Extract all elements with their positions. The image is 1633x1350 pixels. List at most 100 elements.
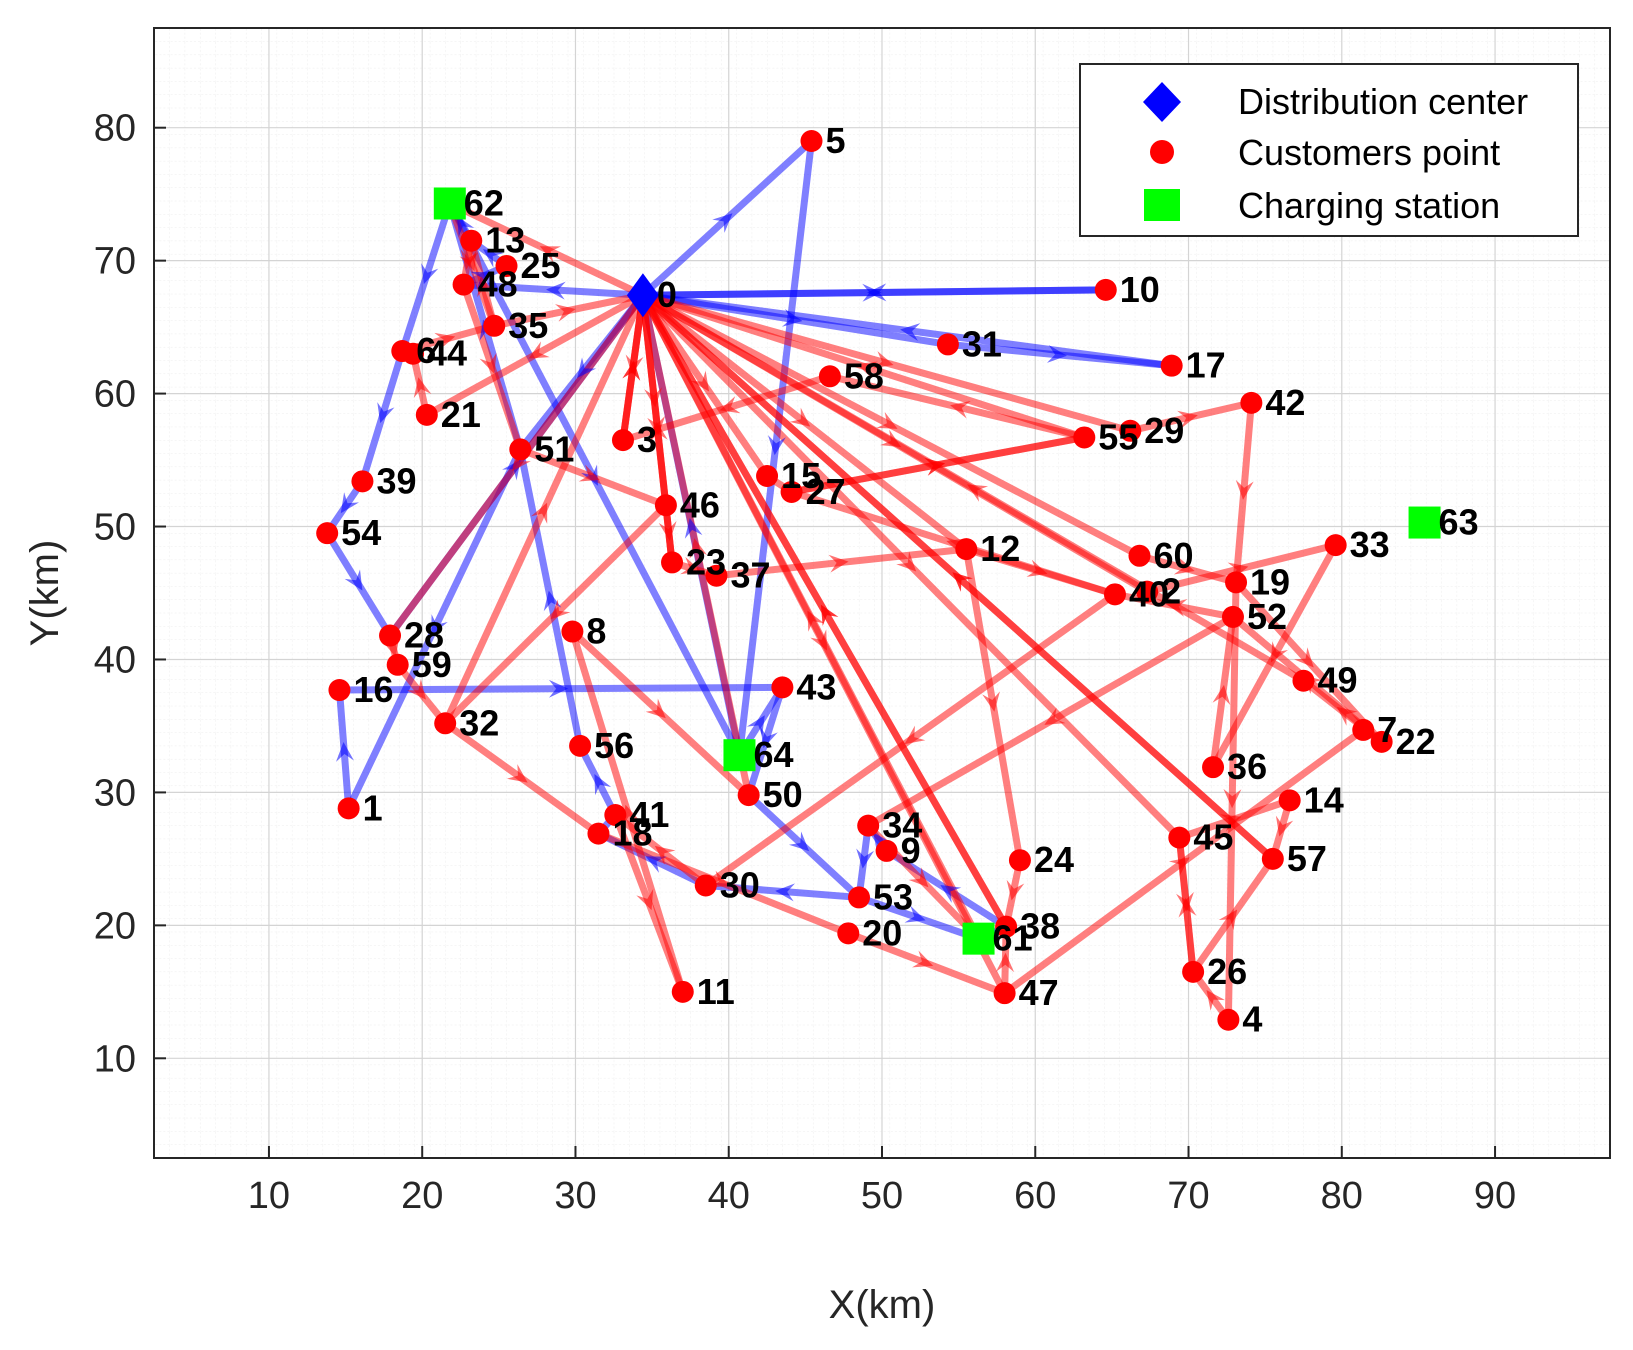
- customer-point-44: [402, 342, 425, 365]
- route-2-arrow-0-47: [810, 629, 828, 651]
- y-axis-label: Y(km): [23, 540, 67, 647]
- customer-point-53: [848, 886, 871, 909]
- customer-point-20: [837, 922, 860, 945]
- route-2-arrow-61-0: [807, 610, 825, 632]
- customer-label-5: 5: [825, 120, 845, 161]
- customer-label-21: 21: [441, 394, 481, 435]
- route-2-arrow-0-12: [789, 407, 811, 427]
- customer-point-27: [780, 480, 803, 503]
- station-label-62: 62: [464, 182, 504, 223]
- customer-label-40: 40: [1129, 573, 1169, 614]
- y-tick-label-70: 70: [94, 241, 136, 283]
- route-3-arrow-37-12: [828, 554, 849, 573]
- route-0-arrow-53-61: [904, 905, 926, 923]
- route-1-arrow-17-0: [900, 323, 921, 341]
- customer-label-42: 42: [1265, 382, 1305, 423]
- route-3-arrow-26-57: [1218, 909, 1238, 931]
- route-3-arrow-35-13: [477, 276, 495, 298]
- route-2-arrow-34-61: [908, 867, 929, 888]
- route-1-arrow-13-62: [456, 215, 475, 237]
- customer-point-8: [561, 620, 584, 643]
- route-2-arrow-24-38: [1006, 879, 1025, 901]
- customer-point-15: [756, 465, 779, 488]
- route-2-arrow-47-7: [1168, 857, 1190, 876]
- route-2-arrow-50-0: [689, 538, 708, 559]
- customer-point-5: [800, 130, 823, 152]
- customer-label-13: 13: [485, 220, 525, 261]
- route-0-arrow-30-18: [645, 856, 667, 873]
- customer-point-36: [1202, 756, 1225, 779]
- customer-label-51: 51: [534, 428, 574, 469]
- route-3-arrow-6-35: [434, 332, 456, 351]
- customer-point-26: [1182, 960, 1205, 983]
- customer-point-49: [1292, 669, 1315, 692]
- customer-label-35: 35: [508, 305, 548, 346]
- x-tick-label-30: 30: [554, 1175, 596, 1217]
- route-3-arrow-12-40: [1026, 559, 1048, 577]
- customer-point-21: [415, 403, 438, 426]
- customer-label-2: 2: [1161, 571, 1181, 612]
- customer-point-9: [875, 839, 898, 862]
- route-3-arrow-20-47: [912, 950, 934, 968]
- customer-label-12: 12: [980, 528, 1020, 569]
- customer-point-3: [611, 429, 634, 452]
- x-tick-label-90: 90: [1474, 1175, 1516, 1217]
- x-tick-label-80: 80: [1321, 1175, 1363, 1217]
- customer-point-33: [1324, 534, 1347, 557]
- customer-label-26: 26: [1207, 951, 1247, 992]
- route-3-arrow-48-51: [479, 352, 497, 374]
- customer-label-55: 55: [1098, 416, 1138, 457]
- route-3-arrow-46-32: [550, 599, 571, 620]
- customer-point-41: [604, 804, 627, 827]
- customer-point-16: [328, 679, 351, 702]
- customer-label-53: 53: [873, 876, 913, 917]
- route-2-arrow-19-4: [1223, 788, 1242, 809]
- customer-point-43: [771, 676, 794, 699]
- customer-label-49: 49: [1317, 660, 1357, 701]
- customer-point-34: [857, 814, 880, 837]
- customer-label-37: 37: [730, 555, 770, 596]
- customer-label-44: 44: [427, 333, 467, 374]
- route-0-arrow-62-6: [421, 263, 439, 285]
- station-label-64: 64: [753, 734, 793, 775]
- route-3-arrow-32-18: [506, 764, 528, 783]
- customer-label-41: 41: [629, 794, 669, 835]
- customer-label-3: 3: [637, 419, 657, 460]
- customer-point-22: [1370, 730, 1393, 753]
- customer-point-37: [705, 564, 728, 587]
- legend-label-distribution-center: Distribution center: [1238, 81, 1528, 122]
- customer-label-4: 4: [1242, 999, 1262, 1040]
- customer-point-42: [1240, 391, 1263, 414]
- customer-label-57: 57: [1287, 838, 1327, 879]
- route-2-arrow-2-33: [1227, 562, 1249, 581]
- route-2-arrow-52-34: [1044, 707, 1066, 725]
- route-3-arrow-28-59: [382, 636, 400, 658]
- route-2-arrow-0-60: [876, 411, 898, 429]
- route-3-arrow-55-0: [856, 361, 878, 379]
- route-3-arrow-59-32: [406, 679, 426, 700]
- x-tick-label-50: 50: [861, 1175, 903, 1217]
- route-3-arrow-18-20: [708, 870, 731, 888]
- customer-point-13: [460, 229, 483, 252]
- customer-label-36: 36: [1227, 746, 1267, 787]
- y-tick-label-60: 60: [94, 374, 136, 416]
- route-3-arrow-21-44: [413, 377, 432, 398]
- route-2-arrow-14-57: [1275, 815, 1294, 837]
- route-2-arrow-0-2: [880, 429, 902, 448]
- route-0-arrow-39-54: [340, 492, 360, 514]
- customer-label-8: 8: [586, 611, 606, 652]
- route-0-arrow-50-53: [788, 831, 810, 852]
- customer-point-55: [1073, 426, 1096, 449]
- customer-point-14: [1278, 789, 1301, 812]
- customer-point-47: [993, 982, 1016, 1005]
- station-label-61: 61: [993, 918, 1033, 959]
- customer-point-2: [1136, 580, 1159, 603]
- x-tick-label-20: 20: [401, 1175, 443, 1217]
- customer-point-51: [509, 438, 532, 461]
- route-3-arrow-3-0: [622, 360, 641, 381]
- customer-point-38: [995, 915, 1018, 938]
- route-0-arrow-43-50: [760, 727, 778, 749]
- customer-point-54: [316, 522, 339, 545]
